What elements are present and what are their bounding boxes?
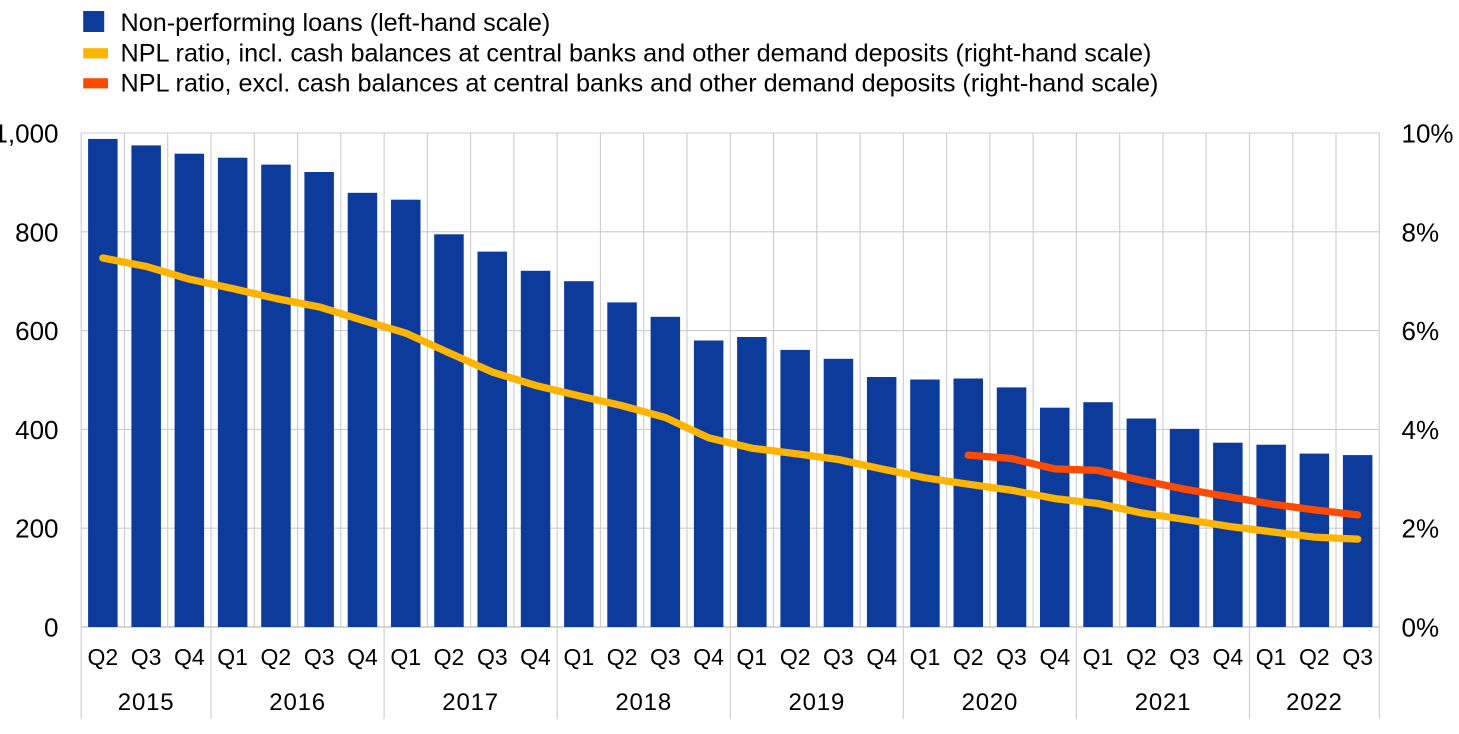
svg-text:Q2: Q2 [87, 644, 118, 670]
svg-text:Q4: Q4 [693, 644, 724, 670]
svg-text:2016: 2016 [269, 689, 326, 716]
svg-text:Non-performing loans (left-han: Non-performing loans (left-hand scale) [121, 9, 551, 37]
svg-text:Q3: Q3 [1169, 644, 1200, 670]
svg-text:0: 0 [44, 613, 58, 643]
svg-text:2015: 2015 [118, 689, 175, 716]
svg-text:Q2: Q2 [953, 644, 984, 670]
svg-text:Q4: Q4 [1213, 644, 1244, 670]
svg-text:Q3: Q3 [477, 644, 508, 670]
svg-text:Q4: Q4 [866, 644, 897, 670]
svg-text:Q1: Q1 [737, 644, 768, 670]
svg-text:Q3: Q3 [1342, 644, 1373, 670]
svg-text:Q4: Q4 [174, 644, 205, 670]
svg-text:10%: 10% [1402, 119, 1454, 149]
svg-text:NPL ratio, incl. cash balances: NPL ratio, incl. cash balances at centra… [121, 39, 1152, 67]
svg-text:Q2: Q2 [434, 644, 465, 670]
svg-text:2020: 2020 [962, 689, 1019, 716]
svg-text:Q2: Q2 [607, 644, 638, 670]
svg-text:2017: 2017 [442, 689, 499, 716]
svg-text:Q1: Q1 [217, 644, 248, 670]
svg-text:400: 400 [15, 415, 58, 445]
svg-text:0%: 0% [1402, 613, 1440, 643]
svg-text:200: 200 [15, 514, 58, 544]
svg-text:2022: 2022 [1286, 689, 1343, 716]
svg-text:2018: 2018 [615, 689, 672, 716]
svg-text:Q2: Q2 [1126, 644, 1157, 670]
svg-text:4%: 4% [1402, 415, 1440, 445]
svg-text:Q2: Q2 [1299, 644, 1330, 670]
svg-text:Q2: Q2 [780, 644, 811, 670]
svg-text:2019: 2019 [789, 689, 846, 716]
svg-text:8%: 8% [1402, 217, 1440, 247]
svg-text:2%: 2% [1402, 514, 1440, 544]
svg-text:Q1: Q1 [563, 644, 594, 670]
svg-text:2021: 2021 [1135, 689, 1192, 716]
svg-text:Q3: Q3 [304, 644, 335, 670]
svg-text:600: 600 [15, 316, 58, 346]
svg-text:Q1: Q1 [1256, 644, 1287, 670]
svg-text:6%: 6% [1402, 316, 1440, 346]
svg-text:Q1: Q1 [390, 644, 421, 670]
svg-text:Q3: Q3 [131, 644, 162, 670]
svg-text:Q4: Q4 [1039, 644, 1070, 670]
svg-text:Q1: Q1 [1083, 644, 1114, 670]
svg-text:NPL ratio, excl. cash balances: NPL ratio, excl. cash balances at centra… [121, 70, 1159, 98]
svg-text:Q4: Q4 [347, 644, 378, 670]
svg-text:800: 800 [15, 217, 58, 247]
svg-text:Q3: Q3 [823, 644, 854, 670]
svg-text:Q3: Q3 [996, 644, 1027, 670]
svg-text:1,000: 1,000 [0, 119, 59, 149]
svg-text:Q4: Q4 [520, 644, 551, 670]
svg-text:Q2: Q2 [261, 644, 292, 670]
svg-text:Q3: Q3 [650, 644, 681, 670]
svg-text:Q1: Q1 [910, 644, 941, 670]
